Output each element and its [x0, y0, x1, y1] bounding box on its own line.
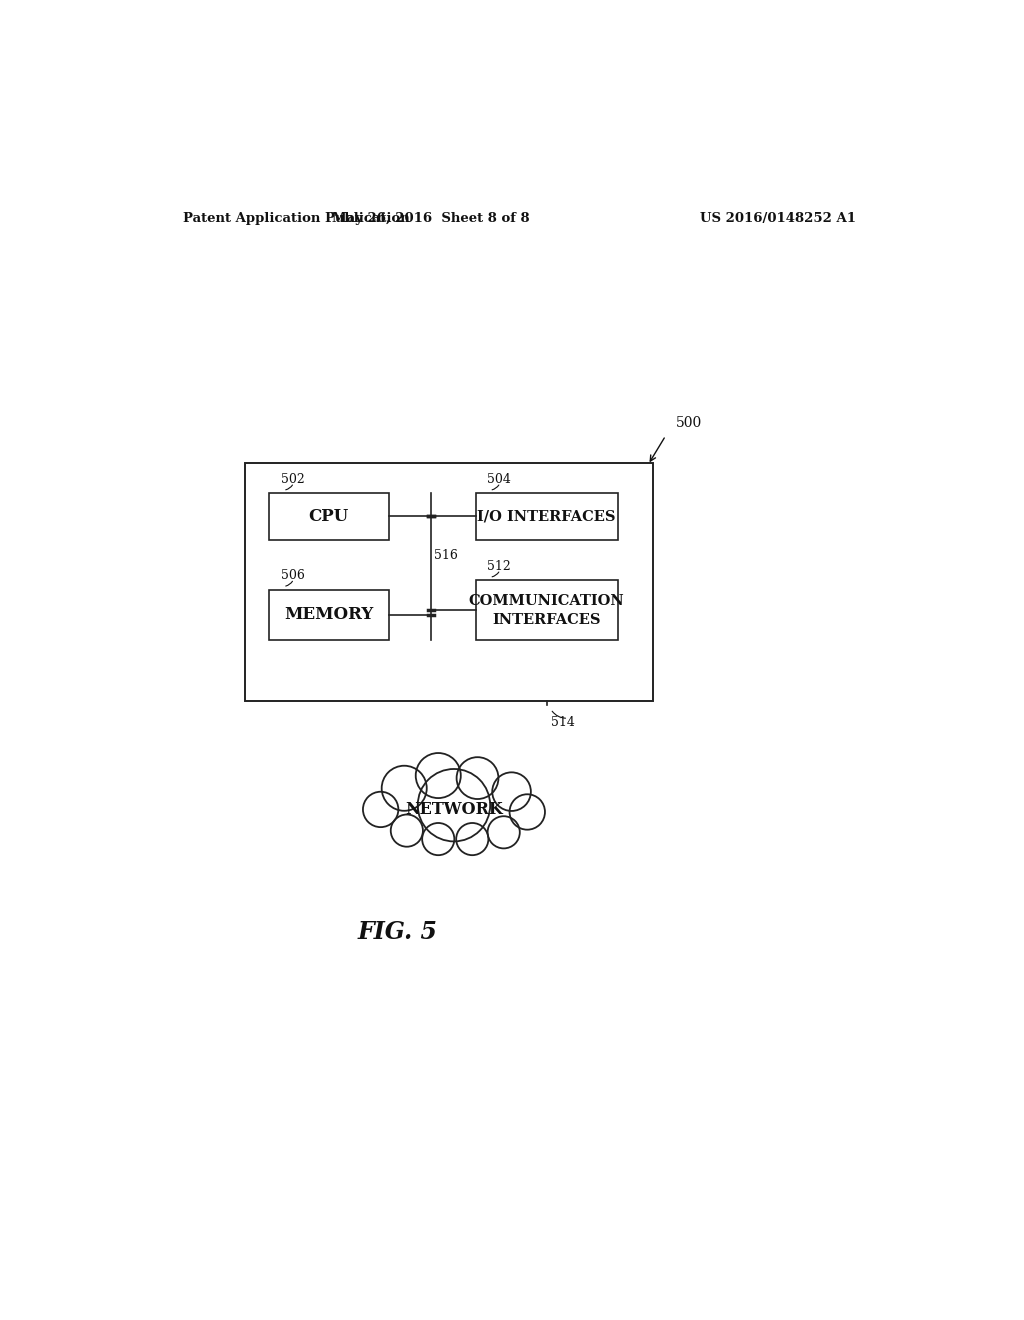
Text: 512: 512 — [487, 560, 511, 573]
Circle shape — [382, 766, 427, 810]
Bar — [269, 494, 388, 540]
Text: US 2016/0148252 A1: US 2016/0148252 A1 — [700, 213, 856, 224]
Bar — [475, 581, 617, 640]
Circle shape — [416, 752, 461, 799]
Text: 514: 514 — [551, 717, 575, 730]
Text: MEMORY: MEMORY — [285, 606, 374, 623]
Text: CPU: CPU — [308, 508, 349, 525]
Text: 504: 504 — [487, 473, 511, 486]
Text: Patent Application Publication: Patent Application Publication — [183, 213, 410, 224]
Circle shape — [422, 822, 455, 855]
Text: NETWORK: NETWORK — [406, 800, 503, 817]
Circle shape — [457, 822, 488, 855]
Bar — [245, 462, 652, 701]
Text: 500: 500 — [676, 416, 702, 429]
Bar — [269, 590, 388, 640]
Circle shape — [362, 792, 398, 828]
Text: FIG. 5: FIG. 5 — [357, 920, 437, 944]
Text: May 26, 2016  Sheet 8 of 8: May 26, 2016 Sheet 8 of 8 — [332, 213, 529, 224]
Circle shape — [418, 770, 490, 841]
Bar — [475, 494, 617, 540]
Circle shape — [487, 816, 520, 849]
Text: I/O INTERFACES: I/O INTERFACES — [477, 510, 616, 524]
Text: 502: 502 — [281, 473, 304, 486]
Circle shape — [391, 814, 423, 846]
Text: COMMUNICATION
INTERFACES: COMMUNICATION INTERFACES — [469, 594, 625, 627]
Circle shape — [457, 758, 499, 799]
Text: 516: 516 — [434, 549, 458, 562]
Text: 506: 506 — [281, 569, 304, 582]
Circle shape — [493, 772, 530, 810]
Circle shape — [510, 795, 545, 830]
